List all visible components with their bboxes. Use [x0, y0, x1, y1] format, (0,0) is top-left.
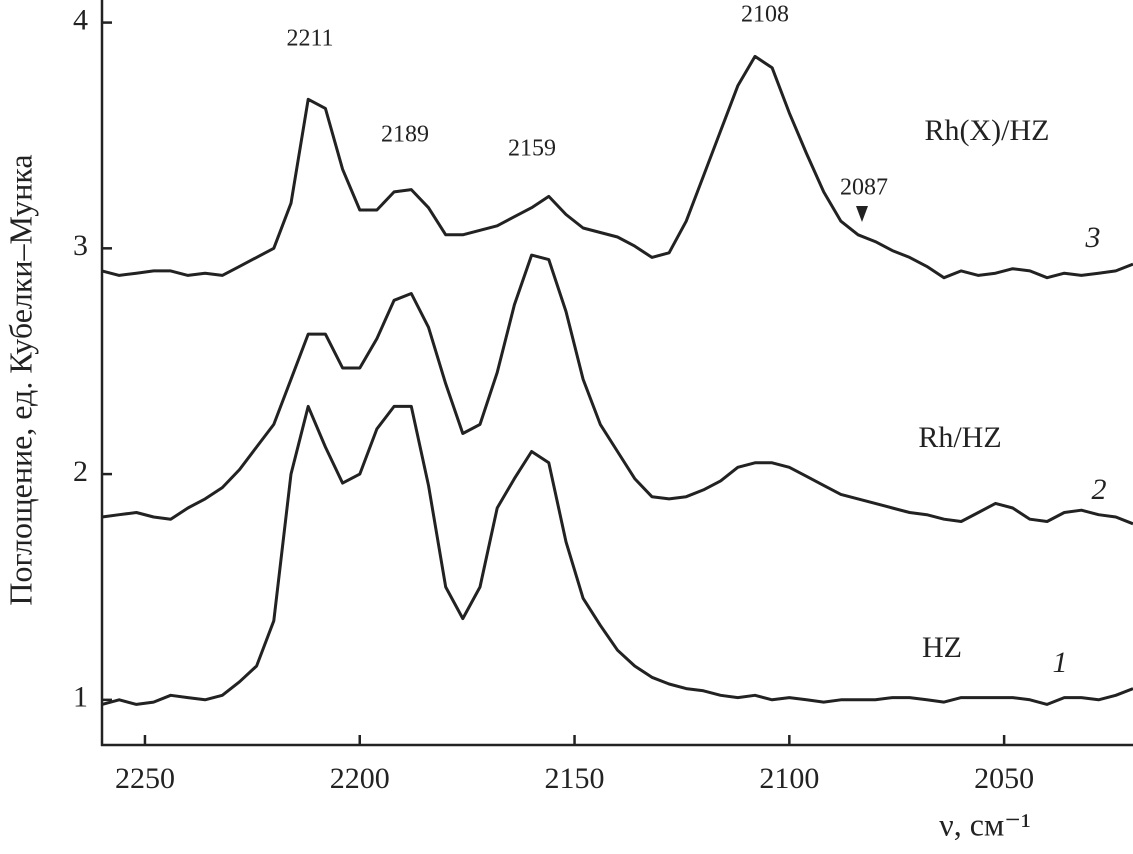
y-tick-label: 2: [73, 455, 88, 488]
peak-label: 2087: [840, 175, 888, 201]
x-tick-label: 2050: [974, 762, 1034, 795]
y-tick-label: 1: [73, 681, 88, 714]
curve-number: 3: [1085, 221, 1101, 254]
x-tick-label: 2150: [545, 762, 605, 795]
series-label: Rh(X)/HZ: [925, 114, 1050, 147]
line: [101, 253, 1133, 526]
x-tick-label: 2100: [759, 762, 819, 795]
peak-label: 2108: [741, 2, 789, 28]
line: [101, 54, 1133, 280]
curve-number: 1: [1053, 646, 1068, 679]
arrowhead: [856, 206, 868, 222]
peak-label: 2159: [508, 136, 556, 162]
x-tick-label: 2250: [115, 762, 175, 795]
peak-label: 2211: [286, 26, 333, 52]
y-tick-label: 4: [73, 3, 88, 36]
x-axis-label: ν, см⁻¹: [939, 806, 1030, 842]
curve-number: 2: [1092, 473, 1107, 506]
peak-label: 2189: [381, 122, 429, 148]
y-tick-label: 3: [73, 229, 88, 262]
series-label: Rh/HZ: [918, 421, 1001, 454]
series-label: HZ: [922, 631, 962, 664]
x-tick-label: 2200: [330, 762, 390, 795]
line: [101, 404, 1133, 706]
y-axis-label: Поглощение, ед. Кубелки–Мунка: [2, 154, 38, 605]
